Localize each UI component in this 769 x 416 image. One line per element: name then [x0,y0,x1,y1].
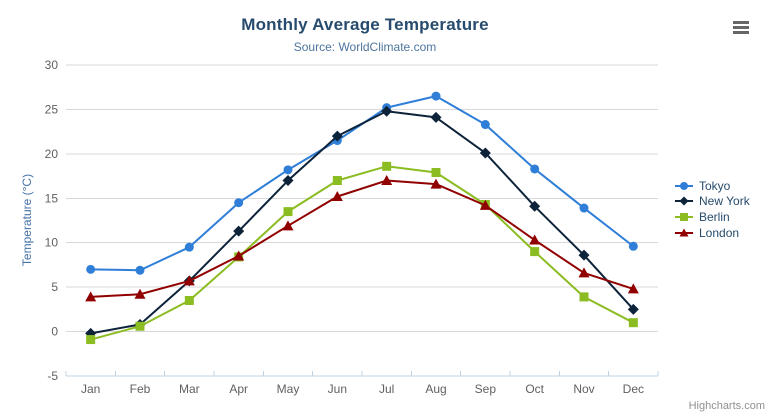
series-line-london [89,179,635,298]
data-point-new-york[interactable] [381,105,393,117]
hamburger-menu-icon[interactable] [733,21,749,34]
x-axis-label: Oct [525,382,544,396]
legend-symbol-new-york [679,196,689,206]
credits-link[interactable]: Highcharts.com [688,400,765,412]
legend-symbol-tokyo [680,181,688,190]
data-point-london[interactable] [381,175,393,186]
data-point-london[interactable] [529,234,541,245]
legend-marker-circle-icon [675,181,693,190]
legend-item-tokyo[interactable]: Tokyo [675,178,750,194]
x-axis-label: Jan [81,382,100,396]
data-point-london[interactable] [430,178,442,189]
data-point-tokyo[interactable] [431,91,441,101]
data-point-london[interactable] [627,283,639,294]
data-point-new-york[interactable] [233,225,245,237]
data-point-tokyo[interactable] [628,241,638,251]
y-axis-tick-label: 15 [45,191,59,205]
data-point-london[interactable] [85,291,97,302]
data-point-tokyo[interactable] [530,164,540,174]
legend-symbol-london [679,228,689,237]
x-axis-label: Sep [475,382,497,396]
x-axis-label: Jun [328,382,347,396]
data-point-tokyo[interactable] [283,165,293,175]
legend-label-tokyo: Tokyo [699,178,731,193]
y-axis-tick-label: -5 [47,369,58,383]
x-axis-label: Feb [130,382,151,396]
y-axis-tick-label: 30 [45,58,59,72]
data-point-new-york[interactable] [479,147,491,159]
x-axis-label: Nov [573,382,594,396]
legend-marker-triangle-icon [675,228,693,237]
chart-subtitle: Source: WorldClimate.com [293,40,437,54]
x-axis-label: Dec [623,382,644,396]
x-axis-label: May [277,382,300,396]
data-point-tokyo[interactable] [579,203,589,213]
data-point-berlin[interactable] [332,176,342,186]
data-point-tokyo[interactable] [480,120,490,130]
data-point-new-york[interactable] [578,249,590,261]
data-point-london[interactable] [282,220,294,231]
data-point-berlin[interactable] [184,295,194,305]
hamburger-bar [733,31,749,34]
legend-label-london: London [699,225,740,240]
data-point-london[interactable] [183,275,195,286]
data-point-berlin[interactable] [382,161,392,171]
y-axis-tick-label: 0 [51,325,58,339]
data-point-london[interactable] [233,250,245,261]
series-line-berlin [89,165,635,341]
data-point-berlin[interactable] [135,321,145,331]
legend-item-berlin[interactable]: Berlin [675,209,750,225]
data-point-berlin[interactable] [530,247,540,257]
x-axis-label: Aug [425,382,446,396]
x-axis-label: Jul [379,382,394,396]
legend-label-berlin: Berlin [699,209,730,224]
data-point-tokyo[interactable] [234,198,244,208]
y-axis-tick-label: 25 [45,102,59,116]
data-point-berlin[interactable] [628,318,638,328]
data-point-new-york[interactable] [627,303,639,315]
series-line-tokyo [89,95,635,272]
data-point-berlin[interactable] [283,207,293,217]
data-point-new-york[interactable] [529,200,541,212]
chart-title: Monthly Average Temperature [241,15,489,34]
legend-marker-diamond-icon [675,196,693,206]
legend-marker-square-icon [675,212,693,221]
y-axis-tick-label: 10 [45,236,59,250]
data-point-berlin[interactable] [579,292,589,302]
data-point-new-york[interactable] [331,130,343,142]
data-point-london[interactable] [578,267,590,278]
data-point-london[interactable] [331,191,343,202]
y-axis-tick-label: 5 [51,280,58,294]
data-point-london[interactable] [479,199,491,210]
legend-item-london[interactable]: London [675,225,750,241]
y-axis-tick-label: 20 [45,147,59,161]
data-point-new-york[interactable] [282,175,294,187]
x-axis-label: Mar [179,382,200,396]
legend-symbol-berlin [680,212,688,221]
hamburger-bar [733,26,749,29]
data-point-london[interactable] [134,288,146,299]
legend: Tokyo New York Berlin London [675,178,750,240]
data-point-berlin[interactable] [86,335,96,345]
legend-item-new-york[interactable]: New York [675,194,750,210]
data-point-tokyo[interactable] [135,265,145,275]
data-point-tokyo[interactable] [184,242,194,252]
x-axis-label: Apr [229,382,248,396]
series-line-new-york [89,110,635,335]
hamburger-bar [733,21,749,24]
data-point-new-york[interactable] [430,111,442,123]
data-point-berlin[interactable] [431,168,441,178]
data-point-tokyo[interactable] [86,264,96,274]
legend-label-new-york: New York [699,194,750,209]
